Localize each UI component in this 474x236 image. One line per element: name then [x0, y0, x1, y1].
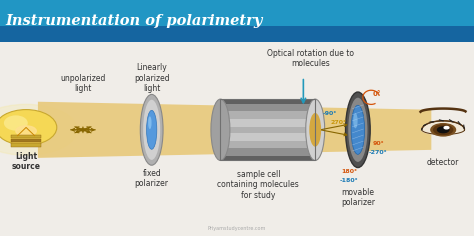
- Circle shape: [438, 127, 449, 133]
- Text: sample cell
containing molecules
for study: sample cell containing molecules for stu…: [218, 170, 299, 200]
- Text: -270°: -270°: [368, 150, 387, 155]
- Text: 180°: 180°: [341, 169, 357, 174]
- Bar: [220, 104, 315, 156]
- Bar: [220, 99, 315, 160]
- Ellipse shape: [143, 100, 160, 160]
- Text: -180°: -180°: [340, 178, 359, 183]
- Ellipse shape: [0, 110, 57, 145]
- Circle shape: [0, 104, 77, 155]
- Text: Priyamstudycentre.com: Priyamstudycentre.com: [208, 226, 266, 231]
- Bar: [220, 99, 315, 160]
- Text: 90°: 90°: [373, 141, 385, 146]
- Ellipse shape: [211, 99, 230, 160]
- Text: 270°: 270°: [330, 120, 346, 125]
- Text: detector: detector: [427, 158, 459, 167]
- Bar: [0, 0, 474, 42]
- Text: unpolarized
light: unpolarized light: [60, 74, 106, 93]
- Polygon shape: [38, 102, 431, 158]
- Text: fixed
polarizer: fixed polarizer: [135, 169, 169, 188]
- Ellipse shape: [351, 105, 365, 154]
- Ellipse shape: [348, 98, 367, 162]
- Circle shape: [444, 126, 449, 129]
- Ellipse shape: [353, 113, 357, 128]
- Text: Linearly
polarized
light: Linearly polarized light: [134, 63, 170, 93]
- Bar: [11, 139, 41, 142]
- Bar: [220, 127, 315, 133]
- Text: Light
source: Light source: [11, 152, 41, 171]
- Ellipse shape: [306, 99, 325, 160]
- Ellipse shape: [4, 115, 28, 131]
- Circle shape: [431, 124, 456, 136]
- Ellipse shape: [140, 94, 163, 165]
- Text: -90°: -90°: [322, 111, 337, 116]
- Polygon shape: [422, 121, 465, 135]
- Bar: [11, 135, 41, 138]
- Text: movable
polarizer: movable polarizer: [341, 188, 375, 207]
- Bar: [220, 111, 315, 148]
- Text: Optical rotation due to
molecules: Optical rotation due to molecules: [267, 49, 354, 68]
- Bar: [11, 143, 41, 147]
- Ellipse shape: [346, 92, 370, 168]
- Circle shape: [16, 126, 36, 136]
- Ellipse shape: [148, 116, 152, 129]
- Bar: [220, 119, 315, 140]
- Ellipse shape: [146, 110, 157, 149]
- Circle shape: [434, 125, 453, 135]
- Text: Instrumentation of polarimetry: Instrumentation of polarimetry: [6, 14, 263, 28]
- Bar: [0, 26, 474, 42]
- Ellipse shape: [309, 113, 321, 147]
- Text: 0°: 0°: [373, 91, 382, 97]
